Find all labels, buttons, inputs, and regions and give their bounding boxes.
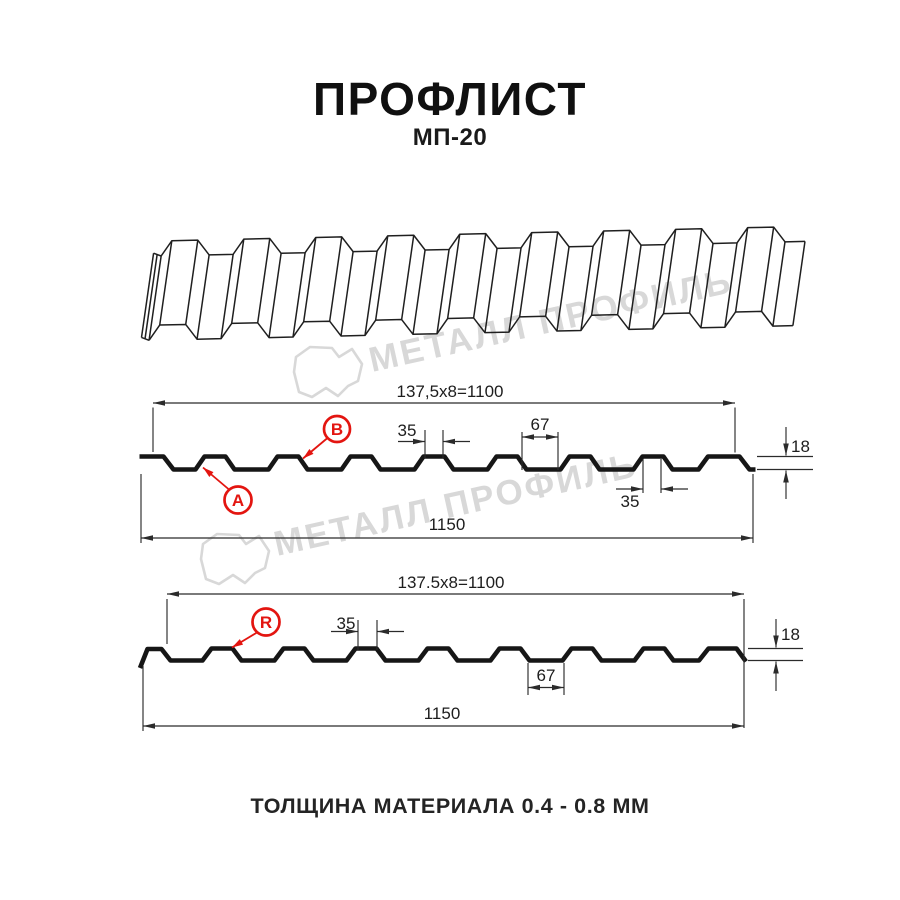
rib-edge <box>590 230 605 316</box>
rib-edge <box>792 241 806 326</box>
rib-edge <box>484 248 498 333</box>
brand-logo-watermark <box>292 345 364 399</box>
rib-edge <box>700 243 714 328</box>
cross-section-r <box>137 591 803 731</box>
rib-edge <box>556 246 570 332</box>
rib-edge <box>292 252 306 338</box>
profile-outline-a <box>139 454 756 472</box>
arrowhead <box>143 723 155 729</box>
callout-arrowhead <box>303 448 314 459</box>
callout-arrowhead <box>232 639 244 648</box>
label-r: R <box>260 613 272 632</box>
sheet-left-edge-fold <box>140 253 155 338</box>
rib-edge <box>724 242 738 328</box>
rib-edge <box>400 235 415 320</box>
rib-edge <box>446 234 461 319</box>
arrowhead <box>783 443 789 456</box>
callout-circle-a <box>223 485 253 515</box>
rib-edge <box>374 235 389 321</box>
rib-edge <box>302 237 317 322</box>
rib-edge <box>518 232 533 317</box>
rib-edge <box>256 238 271 323</box>
dim-height-r: 18 <box>781 625 800 644</box>
rib-edge <box>220 254 234 339</box>
cross-section-a <box>139 400 813 543</box>
arrowhead <box>773 661 779 674</box>
arrowhead <box>528 684 540 691</box>
arrowhead <box>732 723 744 729</box>
label-b: B <box>331 420 343 439</box>
rib-edge <box>472 233 487 319</box>
sheet-left-edge-fold <box>144 254 158 339</box>
rib-edge <box>760 226 775 312</box>
arrowhead <box>443 438 455 445</box>
arrowhead <box>773 635 779 648</box>
arrowhead <box>631 486 643 492</box>
rib-edge <box>412 249 426 335</box>
sheet-left-edge-fold <box>153 252 162 257</box>
brand-logo-watermark <box>199 532 271 586</box>
page-title: ПРОФЛИСТ <box>313 73 587 125</box>
arrowhead <box>346 628 358 635</box>
dim-valley-width-a: 67 <box>531 415 550 434</box>
dim-coverage-r: 137.5x8=1100 <box>398 573 505 592</box>
dim-crest-width-a: 35 <box>398 421 417 440</box>
rib-edge <box>340 251 354 337</box>
dim-crest-width-a-right: 35 <box>621 492 640 511</box>
arrowhead <box>552 684 564 691</box>
rib-edge <box>328 236 343 322</box>
dim-crest-width-r: 35 <box>337 614 356 633</box>
dim-coverage-a: 137,5x8=1100 <box>397 382 504 401</box>
callout-circle-r <box>251 607 281 637</box>
arrowhead <box>377 628 389 635</box>
dim-overall-r: 1150 <box>424 704 461 723</box>
rib-edge <box>772 241 786 327</box>
rib-edge <box>580 246 594 331</box>
arrowhead <box>732 591 744 597</box>
rib-edge <box>628 245 642 330</box>
arrowhead <box>661 486 673 492</box>
arrowhead <box>546 434 558 440</box>
rib-edge <box>196 254 210 340</box>
arrowhead <box>522 434 534 440</box>
label-a: A <box>232 491 244 510</box>
callout-arrowhead <box>203 467 214 478</box>
rib-edge <box>230 239 245 324</box>
rib-edge <box>662 229 677 314</box>
arrowhead <box>153 400 165 406</box>
rib-edge <box>616 230 631 315</box>
arrowhead <box>167 591 179 597</box>
rib-edge <box>544 231 559 317</box>
arrowhead <box>741 535 753 541</box>
profile-outline-r <box>137 646 748 669</box>
rib-edge <box>508 247 522 333</box>
rib-edge <box>688 228 703 314</box>
dim-height-a: 18 <box>791 437 810 456</box>
arrowhead <box>141 535 153 541</box>
rib-edge <box>184 240 199 325</box>
rib-edge <box>148 255 162 341</box>
sheet-left-edge-fold <box>141 336 150 341</box>
material-thickness-note: ТОЛЩИНА МАТЕРИАЛА 0.4 - 0.8 ММ <box>250 794 650 818</box>
rib-edge <box>734 227 749 313</box>
rib-edge <box>652 244 666 329</box>
arrowhead <box>413 438 425 445</box>
page-subtitle: МП-20 <box>412 124 488 151</box>
arrowhead <box>723 400 735 406</box>
callout-circle-b <box>322 414 352 444</box>
arrowhead <box>783 470 789 483</box>
dim-overall-a: 1150 <box>429 515 466 534</box>
rib-edge <box>268 253 282 338</box>
rib-edge <box>364 250 378 336</box>
dim-valley-width-r: 67 <box>537 666 556 685</box>
brand-watermark-text: МЕТАЛЛ ПРОФИЛЬ <box>270 445 641 563</box>
rib-edge <box>436 249 450 334</box>
profiled-sheet-3d-view <box>140 226 806 341</box>
rib-edge <box>158 240 173 326</box>
